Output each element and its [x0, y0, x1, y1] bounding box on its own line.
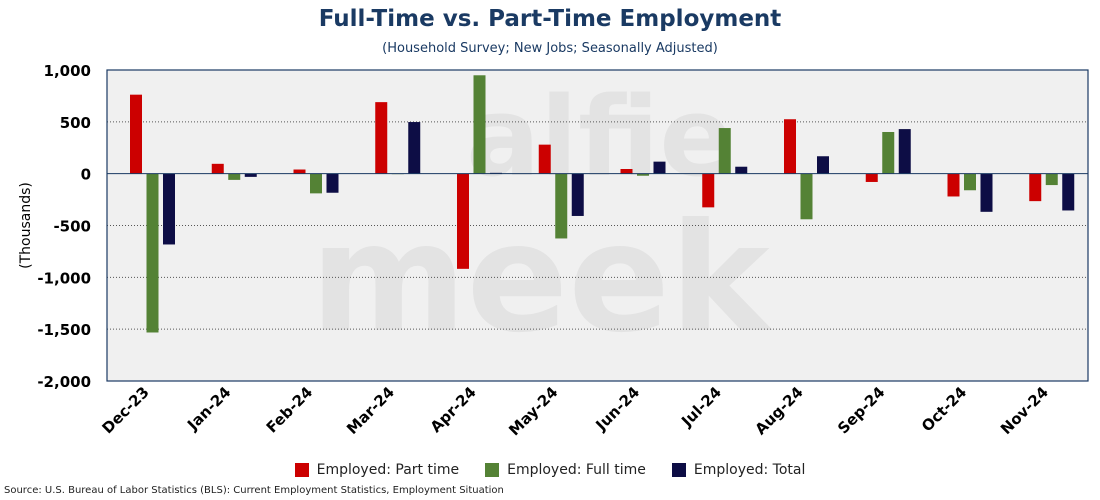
bar-employed-full-time-dec-23: [146, 173, 159, 333]
x-tick-label: Nov-24: [997, 383, 1052, 438]
x-tick-label: Apr-24: [427, 383, 480, 436]
bar-employed-full-time-jan-24: [228, 173, 241, 180]
x-tick-label: Jan-24: [183, 383, 234, 434]
chart-subtitle: (Household Survey; New Jobs; Seasonally …: [382, 41, 718, 56]
x-tick-label: Jun-24: [592, 383, 644, 435]
y-axis-label: (Thousands): [18, 182, 34, 269]
legend-swatch-part-time: [294, 463, 309, 477]
bar-employed-part-time-sep-24: [865, 173, 878, 182]
bar-employed-total-jul-24: [735, 166, 748, 174]
y-tick-label: 1,000: [44, 62, 91, 80]
bar-employed-part-time-aug-24: [784, 119, 796, 174]
legend-item-total: Employed: Total: [671, 462, 806, 478]
x-tick-label: Feb-24: [263, 383, 316, 436]
bar-employed-full-time-apr-24: [473, 75, 486, 174]
source-note: Source: U.S. Bureau of Labor Statistics …: [4, 485, 504, 496]
bar-employed-total-mar-24: [408, 122, 421, 174]
bar-employed-full-time-aug-24: [800, 173, 813, 220]
chart-title: Full-Time vs. Part-Time Employment: [318, 6, 782, 32]
legend-item-full-time: Employed: Full time: [485, 462, 646, 478]
bar-employed-full-time-jun-24: [637, 173, 649, 176]
x-tick-label: Dec-23: [99, 383, 153, 437]
x-tick-label: Sep-24: [834, 383, 888, 437]
y-tick-label: -500: [53, 218, 91, 236]
bar-employed-part-time-nov-24: [1029, 173, 1042, 202]
bar-employed-total-oct-24: [980, 173, 993, 212]
bar-employed-full-time-jul-24: [718, 128, 731, 174]
x-tick-label: Mar-24: [343, 383, 398, 438]
y-tick-label: 0: [81, 166, 91, 184]
y-tick-label: -1,500: [37, 321, 91, 339]
legend-label-part-time: Employed: Part time: [316, 462, 460, 478]
legend-label-full-time: Employed: Full time: [507, 462, 646, 478]
bar-employed-part-time-oct-24: [947, 173, 960, 197]
bar-employed-full-time-nov-24: [1045, 173, 1058, 186]
bar-employed-full-time-oct-24: [964, 173, 976, 191]
bar-employed-total-feb-24: [326, 173, 339, 193]
bar-employed-total-may-24: [571, 173, 584, 216]
bar-employed-total-aug-24: [817, 156, 829, 174]
bar-employed-part-time-may-24: [538, 144, 551, 174]
x-tick-label: Oct-24: [918, 383, 970, 435]
x-tick-label: Jul-24: [677, 383, 725, 431]
bar-employed-total-jan-24: [244, 173, 257, 177]
bar-employed-full-time-feb-24: [310, 173, 322, 194]
bar-employed-part-time-jul-24: [702, 173, 715, 208]
bar-employed-total-sep-24: [898, 129, 911, 174]
bar-employed-full-time-sep-24: [882, 131, 895, 174]
plot-border: [106, 69, 1089, 382]
y-tick-label: -2,000: [37, 373, 91, 391]
bar-employed-part-time-jun-24: [620, 169, 633, 174]
bar-employed-total-nov-24: [1062, 173, 1075, 211]
legend: Employed: Part time Employed: Full time …: [0, 462, 1100, 478]
legend-swatch-total: [671, 463, 686, 477]
bar-employed-total-jun-24: [653, 161, 666, 174]
y-tick-label: -1,000: [37, 269, 91, 287]
x-tick-label: Aug-24: [751, 383, 806, 438]
bar-employed-total-dec-23: [163, 173, 175, 245]
bar-employed-part-time-feb-24: [293, 169, 306, 174]
legend-label-total: Employed: Total: [693, 462, 806, 478]
legend-swatch-full-time: [485, 463, 500, 477]
legend-item-part-time: Employed: Part time: [294, 462, 460, 478]
y-tick-label: 500: [60, 114, 91, 132]
bar-employed-part-time-dec-23: [130, 94, 142, 174]
bar-employed-full-time-may-24: [555, 173, 568, 239]
x-tick-label: May-24: [505, 383, 561, 439]
plot-area: [107, 70, 1088, 381]
bar-employed-part-time-mar-24: [375, 102, 388, 174]
bar-employed-part-time-jan-24: [211, 163, 224, 174]
watermark-line-2: meek: [310, 192, 773, 366]
bar-employed-part-time-apr-24: [457, 173, 469, 269]
watermark-line-1: alfie: [466, 73, 734, 201]
